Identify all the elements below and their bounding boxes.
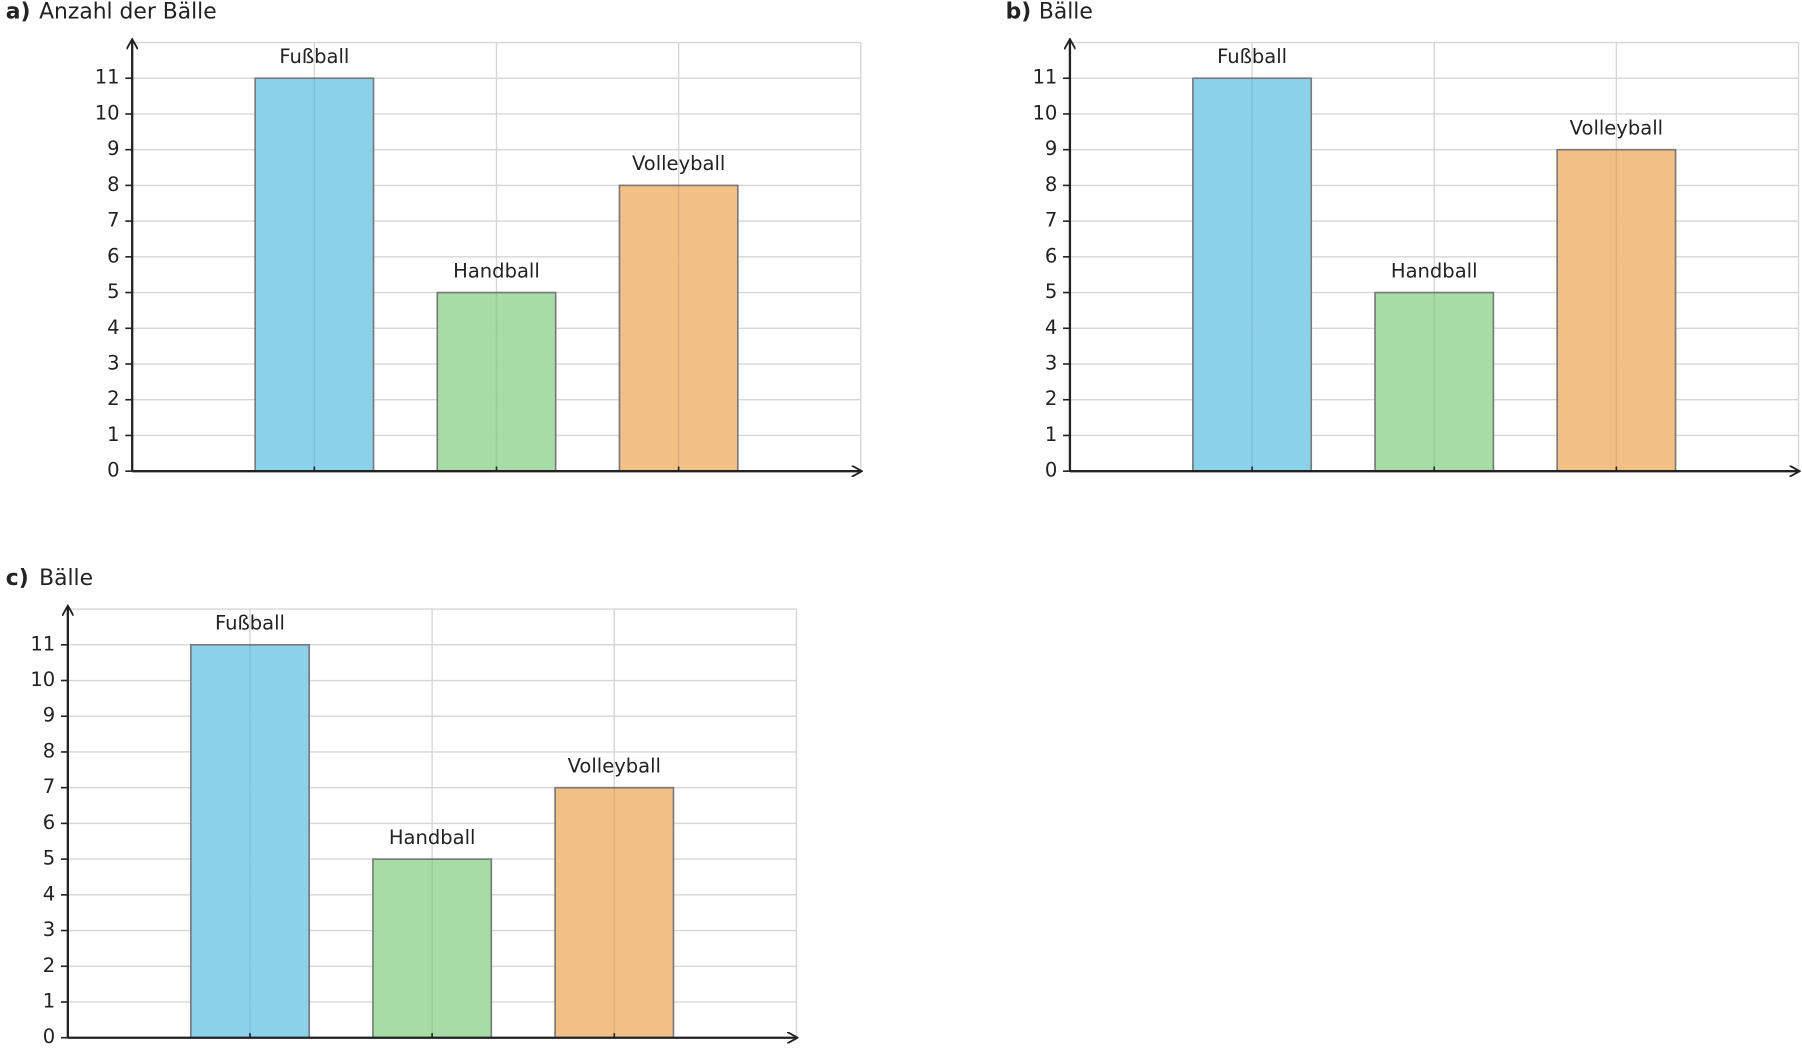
category-label: Volleyball <box>632 152 725 175</box>
y-tick-label: 5 <box>1045 280 1057 303</box>
y-tick-label: 6 <box>43 811 55 834</box>
bar <box>618 184 739 472</box>
category-label: Fußball <box>279 45 349 68</box>
y-tick-label: 0 <box>107 459 119 482</box>
y-tick-label: 9 <box>107 137 119 160</box>
y-tick-label: 2 <box>43 954 55 977</box>
y-tick-label: 3 <box>43 918 55 941</box>
y-tick-label: 1 <box>43 989 55 1012</box>
bar <box>189 643 310 1039</box>
y-tick-label: 11 <box>95 66 120 89</box>
bar <box>372 858 493 1039</box>
y-tick-label: 3 <box>1045 352 1057 375</box>
y-tick-label: 1 <box>107 423 119 446</box>
y-tick-label: 9 <box>43 704 55 727</box>
chart-label: a) <box>6 0 31 25</box>
y-tick-label: 10 <box>1032 101 1057 124</box>
y-tick-label: 3 <box>107 352 119 375</box>
y-tick-label: 11 <box>30 632 55 655</box>
category-label: Handball <box>389 826 476 849</box>
y-tick-label: 11 <box>1032 66 1057 89</box>
category-label: Volleyball <box>568 754 661 777</box>
chart-label: c) <box>6 566 29 591</box>
y-tick-label: 4 <box>107 316 119 339</box>
y-tick-label: 5 <box>107 280 119 303</box>
category-label: Fußball <box>1217 45 1287 68</box>
y-tick-label: 8 <box>43 739 55 762</box>
y-tick-label: 10 <box>30 668 55 691</box>
y-tick-label: 2 <box>1045 387 1057 410</box>
bar <box>254 77 375 472</box>
chart-title: Bälle <box>1039 0 1093 25</box>
y-tick-label: 4 <box>43 882 55 905</box>
y-tick-label: 0 <box>43 1025 55 1048</box>
y-tick-label: 7 <box>107 209 119 232</box>
chart-label: b) <box>1006 0 1032 25</box>
y-tick-label: 7 <box>43 775 55 798</box>
y-tick-label: 2 <box>107 387 119 410</box>
chart-title: Anzahl der Bälle <box>39 0 217 25</box>
category-label: Volleyball <box>1570 116 1663 139</box>
y-tick-label: 8 <box>107 173 119 196</box>
bar <box>1374 291 1495 472</box>
y-tick-label: 6 <box>1045 244 1057 267</box>
y-tick-label: 8 <box>1045 173 1057 196</box>
bar <box>554 786 675 1039</box>
bar <box>1556 148 1677 472</box>
y-tick-label: 1 <box>1045 423 1057 446</box>
y-tick-label: 4 <box>1045 316 1057 339</box>
y-tick-label: 6 <box>107 244 119 267</box>
y-tick-label: 7 <box>1045 209 1057 232</box>
bar <box>436 291 557 472</box>
y-tick-label: 0 <box>1045 459 1057 482</box>
y-tick-label: 5 <box>43 847 55 870</box>
y-tick-label: 10 <box>95 101 120 124</box>
chart-title: Bälle <box>39 566 93 591</box>
y-tick-label: 9 <box>1045 137 1057 160</box>
category-label: Handball <box>1391 259 1478 282</box>
category-label: Handball <box>453 259 540 282</box>
category-label: Fußball <box>215 612 285 635</box>
bar <box>1192 77 1313 472</box>
